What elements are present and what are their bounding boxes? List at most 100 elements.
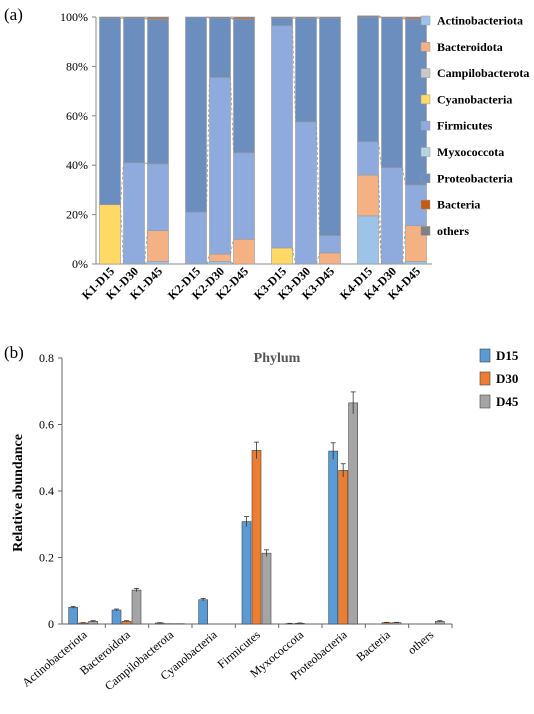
stacked-bar-segment [357,16,379,143]
legend-label: Campilobacterota [437,66,529,80]
legend-label: Cyanobacteria [437,92,512,106]
legend-swatch [420,15,431,26]
legend-swatch [479,394,491,409]
segment-connector [402,261,406,265]
legend-swatch [479,371,491,386]
segment-connector [120,162,124,205]
stacked-bar-segment [295,16,317,19]
panel-b-label: (b) [4,343,24,362]
y-tick-label: 0.8 [39,351,54,365]
stacked-bar-segment [271,247,293,265]
stacked-bar-segment [319,17,341,236]
panel-b-title: Phylum [254,351,301,366]
stacked-bar-segment [123,17,145,164]
y-tick-label: 0.6 [39,418,54,432]
segment-connector [144,261,148,265]
segment-connector [402,167,406,186]
stacked-bar-segment [147,16,169,19]
stacked-bar-segment [209,77,231,255]
bar [338,470,348,625]
y-tick-label: 80% [66,59,88,73]
stacked-bar-segment [185,211,207,265]
legend-swatch [420,94,431,105]
y-tick-label: 0.4 [39,484,54,498]
legend-label: D15 [496,348,519,363]
legend-label: D45 [496,394,519,409]
stacked-bar-segment [319,16,341,19]
stacked-bar-segment [357,215,379,265]
stacked-bar-segment [295,121,317,265]
panel-a-label: (a) [4,5,23,24]
segment-connector [378,175,382,265]
legend-label: Bacteria [437,198,480,212]
stacked-bar-segment [271,16,293,19]
stacked-bar-segment [147,261,169,265]
stacked-bar-segment [381,167,403,265]
bar [68,607,78,625]
x-tick-label: others [405,627,437,657]
segment-connector [378,16,382,19]
legend-swatch [420,147,431,157]
legend-swatch [479,348,491,363]
x-tick-label: Bacteria [353,627,393,664]
y-tick-label: 100% [60,10,88,24]
stacked-bar-segment [233,152,255,240]
segment-connector [402,225,406,265]
bar [111,609,122,625]
segment-connector [144,162,148,165]
legend-swatch [420,68,431,78]
segment-connector [316,121,320,236]
stacked-bar-segment [99,17,121,206]
legend-swatch [420,173,431,184]
legend-label: Bacteroidota [437,40,503,54]
panel-b-legend: D15 D30 D45 [479,348,519,409]
y-tick-label: 0% [72,257,88,271]
stacked-bar-segment [357,174,379,217]
segment-connector [230,261,234,265]
stacked-bar-segment [123,162,145,265]
x-tick-label: Actinobacteriota [19,627,90,690]
legend-swatch [420,120,431,131]
bar [328,450,338,625]
stacked-bar-segment [147,163,169,231]
stacked-bar-segment [357,141,379,176]
bar [261,552,272,625]
stacked-bar-segment [271,17,293,26]
bar [348,402,358,625]
y-tick-label: 0 [48,617,54,631]
legend-swatch [420,226,431,236]
segment-connector [206,254,210,265]
stacked-bar-segment [405,261,427,265]
segment-connector [230,239,234,255]
stacked-bar-segment [209,261,231,265]
segment-connector [230,77,234,153]
y-tick-label: 40% [66,158,88,172]
stacked-bar-segment [357,15,379,18]
stacked-bar-segment [233,16,255,19]
segment-connector [292,247,296,265]
bar [198,599,208,625]
stacked-bar-segment [233,19,255,154]
stacked-bar-segment [147,230,169,262]
panel-a-legend: Actinobacteriota Bacteroidota Campilobacte… [420,14,529,238]
stacked-bar-segment [271,25,293,249]
stacked-bar-segment [209,253,231,262]
panel-b-grouped-chart: 00.20.40.60.8ActinobacteriotaBacteroidot… [19,351,453,693]
legend-label: Myxococcota [437,145,504,159]
segment-connector [378,15,382,18]
stacked-bar-segment [99,16,121,19]
segment-connector [120,204,124,265]
stacked-bar-segment [185,16,207,213]
segment-connector [206,77,210,213]
stacked-bar-segment [233,239,255,265]
legend-label: D30 [496,371,518,386]
stacked-bar-segment [319,252,341,265]
bar [241,521,252,625]
stacked-bar-segment [381,17,403,168]
legend-label: Actinobacteriota [437,14,523,28]
segment-connector [292,25,296,122]
stacked-bar-segment [209,17,231,78]
panel-b-ylabel: Relative abundance [11,434,26,552]
stacked-bar-segment [381,16,403,19]
segment-connector [378,141,382,168]
